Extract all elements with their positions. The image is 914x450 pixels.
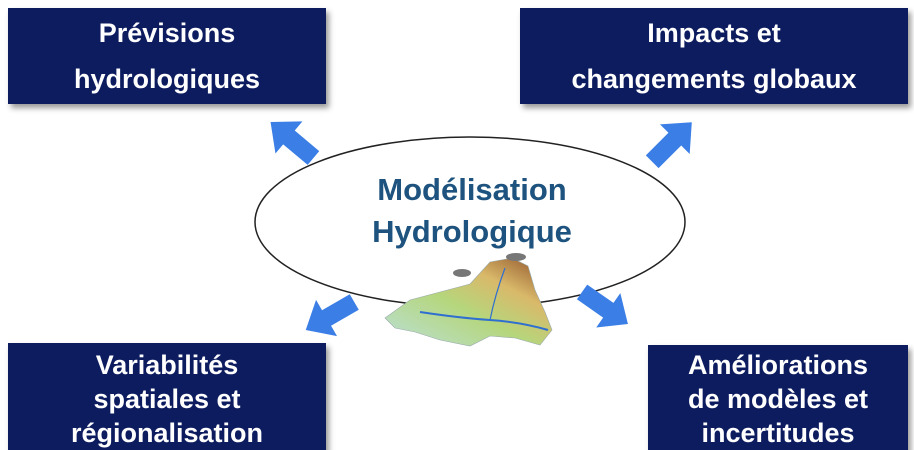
arrow <box>645 122 692 169</box>
node-box: Améliorations de modèles et incertitudes <box>648 345 908 450</box>
node-label: Impacts et <box>647 18 781 48</box>
node-box: Variabilités spatiales et régionalisatio… <box>8 343 326 450</box>
arrow <box>305 294 359 337</box>
arrows <box>270 121 692 337</box>
center-title: Hydrologique <box>372 214 572 249</box>
node-label: incertitudes <box>701 418 854 448</box>
watershed <box>384 253 553 347</box>
node-label: régionalisation <box>71 418 263 448</box>
node-label: Prévisions <box>99 18 236 48</box>
node-label: spatiales et <box>93 384 240 414</box>
node-box: Prévisions hydrologiques <box>8 8 326 104</box>
node-label: Améliorations <box>688 350 868 380</box>
center-title: Modélisation <box>377 172 566 207</box>
arrow <box>270 121 320 165</box>
node-label: changements globaux <box>571 64 856 94</box>
node-label: hydrologiques <box>74 64 260 94</box>
node-label: de modèles et <box>688 384 868 414</box>
arrow <box>576 284 628 328</box>
node-label: Variabilités <box>96 350 239 380</box>
node-box: Impacts et changements globaux <box>520 8 908 104</box>
